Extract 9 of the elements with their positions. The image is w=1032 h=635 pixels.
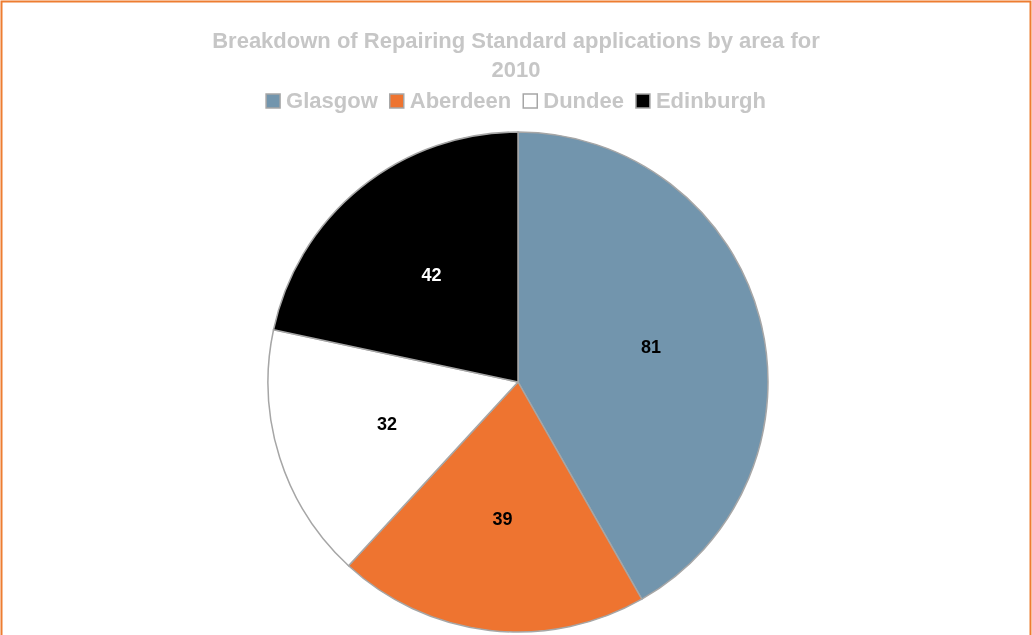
data-label: 42 — [421, 265, 442, 286]
chart-title: Breakdown of Repairing Standard applications by area for 2010 — [212, 28, 821, 82]
legend-label: Edinburgh — [655, 88, 766, 113]
data-label: 81 — [640, 337, 661, 358]
data-label: 39 — [492, 508, 513, 529]
data-label: 32 — [376, 413, 397, 434]
legend-label: Aberdeen — [409, 88, 512, 113]
legend-label: Dundee — [543, 88, 624, 113]
legend-label: Glasgow — [286, 88, 379, 113]
